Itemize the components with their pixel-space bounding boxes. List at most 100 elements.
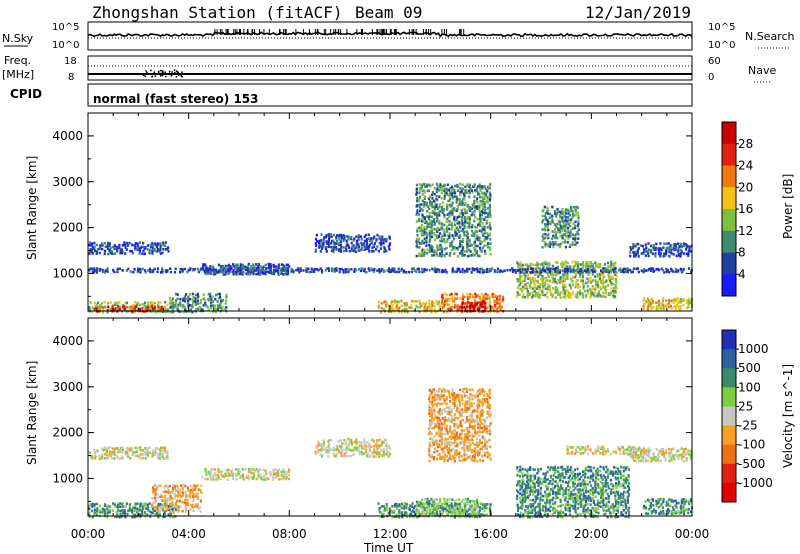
range-gate-cell <box>164 310 167 314</box>
range-gate-cell <box>577 237 580 240</box>
range-gate-cell <box>536 264 539 268</box>
range-gate-cell <box>335 242 338 245</box>
range-gate-cell <box>621 269 624 272</box>
range-gate-cell <box>385 239 388 243</box>
range-gate-cell <box>90 509 94 513</box>
range-gate-cell <box>455 218 458 221</box>
range-gate-cell <box>413 299 416 303</box>
range-gate-cell <box>430 497 433 501</box>
range-gate-cell <box>476 254 480 258</box>
range-gate-cell <box>391 267 394 271</box>
range-gate-cell <box>420 207 423 211</box>
range-gate-cell <box>436 396 439 400</box>
range-gate-cell <box>572 270 575 274</box>
range-gate-cell <box>441 239 444 243</box>
range-gate-cell <box>439 252 442 255</box>
range-gate-cell <box>485 426 488 430</box>
range-gate-cell <box>680 250 683 253</box>
range-gate-cell <box>435 250 438 254</box>
nave-point <box>147 73 150 76</box>
range-gate-cell <box>387 455 390 458</box>
range-gate-cell <box>597 279 600 282</box>
range-gate-cell <box>379 247 383 250</box>
range-gate-cell <box>454 297 457 300</box>
range-gate-cell <box>687 245 690 248</box>
range-gate-cell <box>224 264 227 268</box>
range-gate-cell <box>194 503 197 507</box>
range-gate-cell <box>355 446 358 449</box>
range-gate-cell <box>178 499 181 503</box>
range-gate-cell <box>445 220 448 223</box>
range-gate-cell <box>88 252 91 255</box>
range-gate-cell <box>446 238 449 241</box>
range-gate-cell <box>446 293 449 297</box>
range-gate-cell <box>461 388 464 391</box>
range-gate-cell <box>423 182 426 186</box>
range-gate-cell <box>451 392 454 396</box>
range-gate-cell <box>182 493 185 496</box>
range-gate-cell <box>143 450 146 454</box>
range-gate-cell <box>657 252 661 256</box>
range-gate-cell <box>436 508 439 512</box>
range-gate-cell <box>146 308 149 311</box>
range-gate-cell <box>459 432 462 436</box>
range-gate-cell <box>463 443 466 446</box>
range-gate-cell <box>480 267 484 271</box>
range-gate-cell <box>674 305 677 308</box>
range-gate-cell <box>480 292 484 296</box>
range-gate-cell <box>324 247 327 251</box>
range-gate-cell <box>183 295 187 298</box>
range-gate-cell <box>453 418 456 422</box>
range-gate-cell <box>659 307 662 310</box>
range-gate-cell <box>522 293 525 296</box>
range-gate-cell <box>387 451 390 454</box>
range-gate-cell <box>196 299 199 302</box>
range-gate-cell <box>458 221 461 224</box>
range-gate-cell <box>131 251 134 255</box>
range-gate-cell <box>436 187 439 191</box>
range-gate-cell <box>322 245 325 249</box>
range-gate-cell <box>536 261 539 265</box>
range-gate-cell <box>199 299 203 302</box>
range-gate-cell <box>327 242 330 245</box>
range-gate-cell <box>425 228 428 231</box>
range-gate-cell <box>161 495 164 498</box>
range-gate-cell <box>552 287 555 290</box>
range-gate-cell <box>466 416 469 419</box>
range-gate-cell <box>476 437 479 441</box>
range-gate-cell <box>448 303 451 306</box>
range-gate-cell <box>662 307 665 311</box>
range-gate-cell <box>103 448 106 452</box>
range-gate-cell <box>166 455 169 458</box>
range-gate-cell <box>141 507 144 510</box>
range-gate-cell <box>443 215 446 219</box>
range-gate-cell <box>518 269 521 272</box>
range-gate-cell <box>574 220 577 224</box>
range-gate-cell <box>267 264 271 268</box>
range-gate-cell <box>489 269 492 272</box>
range-gate-cell <box>416 199 419 203</box>
range-gate-cell <box>486 503 489 506</box>
range-gate-cell <box>106 247 109 251</box>
range-gate-cell <box>493 308 496 311</box>
range-gate-cell <box>435 442 439 446</box>
range-gate-cell <box>221 308 224 312</box>
range-gate-cell <box>166 498 169 502</box>
scatter-band <box>201 467 291 481</box>
range-gate-cell <box>498 299 501 302</box>
range-gate-cell <box>461 398 464 402</box>
range-gate-cell <box>153 301 156 305</box>
range-gate-cell <box>310 270 313 273</box>
range-gate-cell <box>416 211 419 215</box>
range-gate-cell <box>641 244 644 248</box>
range-gate-cell <box>441 252 444 256</box>
range-gate-cell <box>549 267 552 271</box>
range-gate-cell <box>448 232 451 235</box>
range-gate-cell <box>486 306 489 310</box>
range-gate-cell <box>678 252 681 256</box>
nave-point <box>154 75 157 78</box>
range-gate-cell <box>93 511 96 514</box>
range-gate-cell <box>559 225 562 228</box>
range-gate-cell <box>430 432 433 436</box>
range-gate-cell <box>687 303 690 307</box>
